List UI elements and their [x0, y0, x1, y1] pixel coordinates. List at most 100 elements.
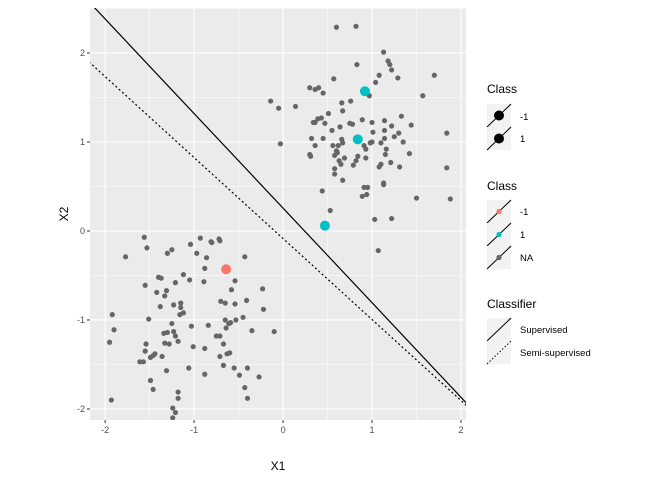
unlabeled-point — [381, 49, 387, 55]
unlabeled-point — [227, 350, 233, 356]
unlabeled-point — [202, 345, 208, 352]
unlabeled-point — [406, 150, 413, 157]
unlabeled-point — [375, 247, 381, 254]
unlabeled-point — [194, 250, 200, 256]
unlabeled-point — [222, 300, 228, 306]
unlabeled-point — [163, 288, 170, 294]
unlabeled-point — [341, 155, 348, 161]
axis-ticks: -2 -1 0 1 2 -2 -1 0 1 2 — [77, 48, 464, 435]
unlabeled-point — [363, 146, 369, 152]
unlabeled-point — [164, 329, 171, 336]
unlabeled-point — [372, 216, 378, 223]
unlabeled-point — [318, 115, 324, 121]
unlabeled-point — [389, 123, 395, 129]
unlabeled-point — [178, 300, 184, 306]
unlabeled-point — [332, 152, 338, 158]
legend-key-point — [494, 133, 504, 144]
unlabeled-point — [337, 124, 343, 130]
unlabeled-point — [172, 409, 179, 416]
unlabeled-point — [137, 359, 143, 365]
x-tick-label: 0 — [281, 425, 286, 435]
unlabeled-point — [233, 317, 239, 323]
y-tick-label: 2 — [80, 48, 85, 58]
unlabeled-point — [400, 139, 406, 145]
unlabeled-point — [180, 310, 187, 316]
unlabeled-point — [166, 341, 172, 347]
x-tick-label: -2 — [101, 425, 109, 435]
plot-marks — [90, 8, 466, 420]
unlabeled-point — [320, 135, 326, 142]
unlabeled-point — [231, 365, 237, 371]
unlabeled-point — [171, 302, 177, 308]
unlabeled-point — [312, 119, 318, 126]
unlabeled-point — [256, 374, 262, 380]
unlabeled-point — [172, 333, 179, 339]
unlabeled-point — [350, 162, 356, 168]
unlabeled-point — [218, 298, 224, 304]
unlabeled-point — [316, 85, 322, 91]
unlabeled-point — [169, 247, 175, 253]
unlabeled-point — [188, 323, 195, 329]
unlabeled-point — [169, 320, 175, 327]
unlabeled-point — [431, 72, 437, 78]
unlabeled-point — [178, 304, 184, 311]
unlabeled-point — [339, 100, 345, 106]
unlabeled-point — [143, 341, 149, 347]
unlabeled-point — [292, 103, 299, 110]
legend-key-point — [496, 231, 502, 238]
unlabeled-point — [217, 238, 223, 244]
unlabeled-point — [397, 164, 403, 170]
unlabeled-point — [108, 397, 114, 403]
unlabeled-point — [413, 195, 420, 201]
y-tick-label: 0 — [80, 226, 85, 236]
unlabeled-point — [353, 23, 359, 29]
unlabeled-point — [361, 184, 367, 190]
legend: Class -1 1 Class -1 1 NA Classifier Supe… — [486, 82, 591, 365]
labeled-point-class--1 — [221, 264, 232, 275]
unlabeled-point — [213, 333, 219, 339]
unlabeled-point — [364, 191, 370, 198]
unlabeled-point — [170, 415, 176, 420]
unlabeled-point — [276, 105, 282, 111]
unlabeled-point — [348, 98, 354, 104]
unlabeled-point — [364, 184, 371, 190]
unlabeled-point — [187, 241, 194, 247]
unlabeled-point — [349, 121, 356, 127]
unlabeled-point — [277, 141, 284, 147]
unlabeled-point — [158, 275, 164, 281]
unlabeled-point — [389, 67, 395, 73]
y-axis-label: X2 — [57, 206, 71, 221]
unlabeled-point — [232, 301, 238, 307]
x-tick-label: 1 — [370, 425, 375, 435]
unlabeled-point — [369, 139, 375, 145]
unlabeled-point — [387, 61, 393, 68]
unlabeled-point — [333, 24, 340, 30]
semi-supervised-boundary — [90, 62, 466, 406]
unlabeled-point — [320, 90, 326, 96]
unlabeled-point — [363, 155, 369, 161]
labeled-point-class-1 — [319, 220, 330, 231]
unlabeled-point — [164, 250, 171, 256]
unlabeled-point — [381, 127, 388, 134]
unlabeled-point — [382, 151, 388, 158]
unlabeled-point — [408, 122, 414, 128]
unlabeled-point — [186, 365, 192, 371]
unlabeled-point — [197, 235, 203, 241]
unlabeled-point — [359, 193, 365, 199]
unlabeled-point — [190, 344, 196, 350]
gridlines — [90, 8, 466, 420]
unlabeled-point — [140, 359, 146, 365]
unlabeled-point — [157, 304, 163, 310]
unlabeled-point — [378, 140, 384, 146]
supervised-boundary — [94, 8, 466, 404]
unlabeled-point — [220, 341, 227, 347]
unlabeled-point — [376, 72, 382, 78]
unlabeled-point — [209, 239, 215, 246]
legend-title-class-color: Class — [487, 179, 517, 193]
unlabeled-point — [162, 340, 168, 346]
legend-key-point — [496, 208, 502, 215]
unlabeled-point — [163, 368, 170, 374]
y-tick-label: -1 — [77, 315, 85, 325]
unlabeled-point — [147, 354, 154, 360]
unlabeled-point — [268, 98, 274, 104]
